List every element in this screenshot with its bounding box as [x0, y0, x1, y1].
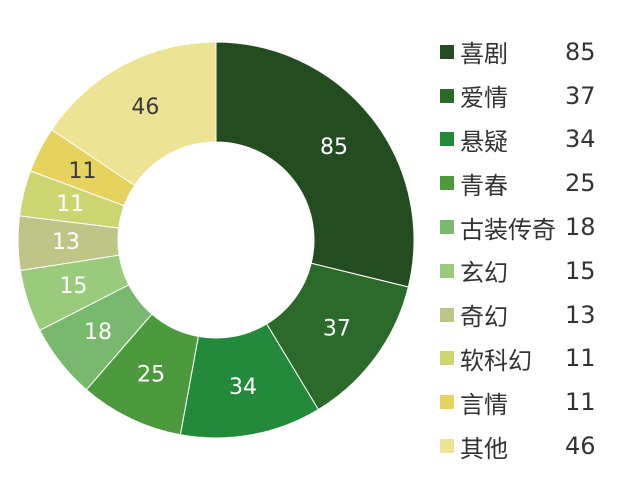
legend-item: 言情 11 — [440, 380, 630, 424]
slice-label-4: 25 — [137, 363, 165, 388]
legend-item: 古装传奇 18 — [440, 205, 630, 249]
slice-label-3: 34 — [229, 375, 257, 400]
donut-chart: 85 37 34 25 18 15 13 11 11 46 — [17, 41, 415, 439]
slice-label-9: 11 — [69, 159, 97, 184]
legend-swatch — [440, 132, 454, 147]
legend-item: 软科幻 11 — [440, 337, 630, 381]
legend-label: 奇幻 — [460, 303, 508, 332]
legend-value: 18 — [565, 213, 596, 242]
legend-item: 奇幻 13 — [440, 293, 630, 337]
legend-value: 11 — [565, 388, 596, 417]
legend-label: 爱情 — [460, 84, 508, 113]
slice-label-6: 15 — [59, 274, 87, 299]
legend-item: 爱情 37 — [440, 74, 630, 118]
legend-swatch — [440, 395, 454, 410]
slice-label-5: 18 — [84, 320, 112, 345]
legend-item: 其他 46 — [440, 424, 630, 468]
legend-value: 46 — [565, 432, 596, 461]
legend-value: 25 — [565, 169, 596, 198]
slice-label-7: 13 — [52, 230, 80, 255]
legend-label: 喜剧 — [460, 40, 508, 69]
legend-value: 13 — [565, 300, 596, 329]
legend-value: 11 — [565, 344, 596, 373]
legend-label: 青春 — [460, 171, 508, 200]
slice-1 — [215, 41, 415, 288]
legend-swatch — [440, 176, 454, 191]
legend-swatch — [440, 263, 454, 278]
legend-swatch — [440, 220, 454, 235]
legend-label: 其他 — [460, 434, 508, 463]
legend-item: 青春 25 — [440, 161, 630, 205]
legend-label: 悬疑 — [460, 127, 508, 156]
slice-10 — [50, 41, 217, 187]
legend-swatch — [440, 44, 454, 59]
legend-item: 玄幻 15 — [440, 249, 630, 293]
legend-label: 言情 — [460, 390, 508, 419]
legend-value: 15 — [565, 256, 596, 285]
legend-label: 古装传奇 — [460, 215, 556, 244]
legend-value: 34 — [565, 125, 596, 154]
legend-label: 软科幻 — [460, 346, 532, 375]
legend: 喜剧 85 爱情 37 悬疑 34 青春 25 古装传奇 18 玄幻 15 奇幻 13 软科幻 11 言情 11 其… — [440, 30, 630, 468]
legend-item: 悬疑 34 — [440, 118, 630, 162]
legend-swatch — [440, 307, 454, 322]
donut-slices — [17, 41, 415, 439]
legend-label: 玄幻 — [460, 259, 508, 288]
slice-label-8: 11 — [56, 192, 84, 217]
legend-item: 喜剧 85 — [440, 30, 630, 74]
slice-label-2: 37 — [323, 316, 351, 341]
legend-value: 37 — [565, 81, 596, 110]
slice-label-1: 85 — [320, 135, 348, 160]
legend-swatch — [440, 439, 454, 454]
slice-label-10: 46 — [131, 95, 159, 120]
legend-value: 85 — [565, 37, 596, 66]
legend-swatch — [440, 88, 454, 103]
legend-swatch — [440, 351, 454, 366]
slice-labels: 85 37 34 25 18 15 13 11 11 46 — [52, 95, 351, 400]
